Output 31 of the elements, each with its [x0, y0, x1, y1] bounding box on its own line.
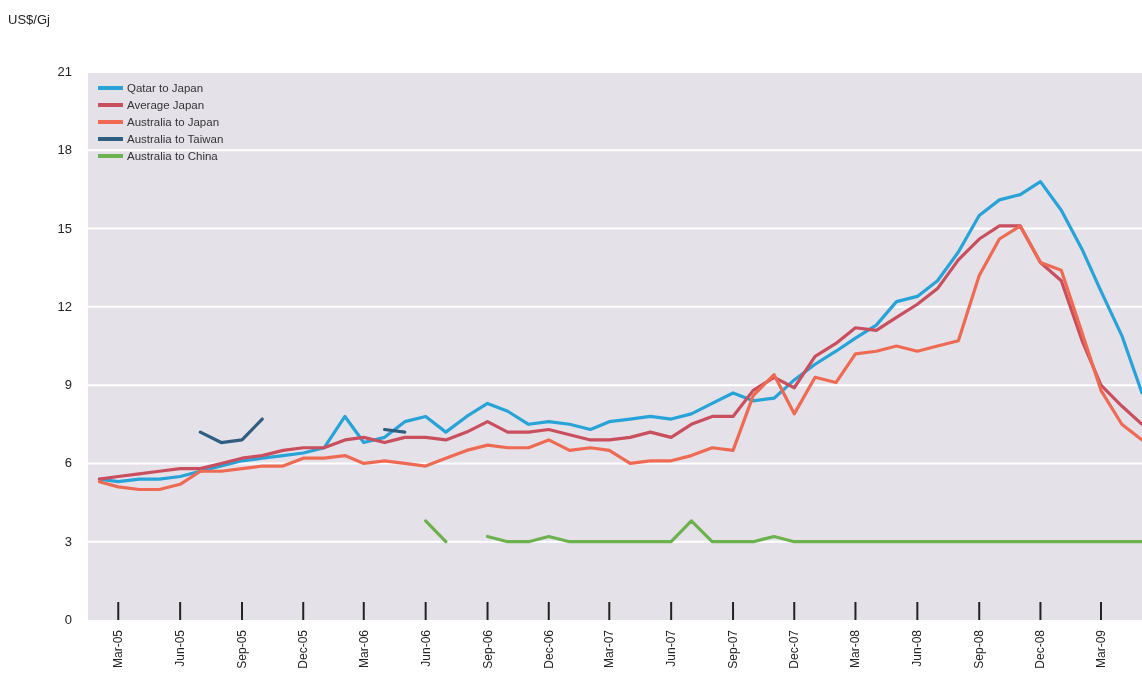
x-tick-label: Jun-05: [173, 629, 188, 667]
legend-label: Australia to China: [127, 150, 219, 162]
legend-label: Qatar to Japan: [127, 82, 204, 94]
legend-label: Australia to Japan: [127, 116, 220, 128]
y-tick-label: 0: [64, 612, 72, 627]
y-tick-label: 15: [57, 220, 72, 236]
x-tick-label: Mar-08: [848, 629, 863, 669]
x-tick-label: Dec-07: [787, 629, 802, 669]
x-tick-label: Mar-05: [111, 629, 126, 669]
x-tick-label: Mar-09: [1093, 629, 1108, 669]
y-tick-label: 6: [64, 455, 72, 471]
y-tick-label: 12: [57, 298, 72, 314]
x-tick-label: Jun-08: [910, 629, 925, 667]
x-tick-label: Dec-08: [1033, 629, 1048, 669]
legend-label: Australia to Taiwan: [127, 133, 224, 145]
y-tick-label: 18: [57, 142, 72, 158]
x-tick-label: Jun-06: [418, 629, 433, 667]
x-tick-label: Sep-08: [972, 629, 987, 669]
x-tick-label: Sep-06: [480, 629, 495, 669]
y-tick-label: 3: [64, 533, 72, 549]
x-tick-label: Sep-05: [235, 629, 250, 669]
legend-label: Average Japan: [127, 99, 205, 111]
y-tick-label: 9: [64, 377, 72, 393]
x-tick-label: Jun-07: [664, 629, 679, 667]
y-axis-title: US$/Gj: [8, 12, 51, 27]
x-tick-label: Sep-07: [726, 629, 741, 669]
y-tick-label: 21: [57, 64, 72, 79]
x-tick-label: Mar-07: [602, 629, 617, 669]
x-tick-label: Mar-06: [356, 629, 371, 669]
x-tick-label: Dec-06: [541, 629, 556, 669]
x-tick-label: Dec-05: [296, 629, 311, 669]
